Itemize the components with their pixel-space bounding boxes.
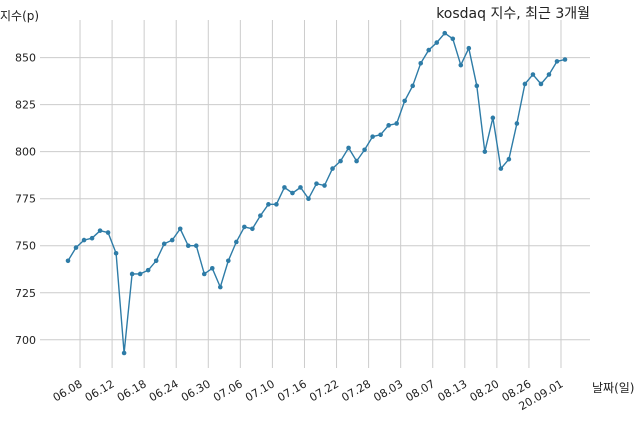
data-point (354, 158, 359, 164)
data-point (506, 156, 512, 162)
data-point (105, 230, 111, 235)
data-point (258, 213, 263, 218)
data-point (426, 47, 432, 53)
data-point (89, 235, 95, 241)
data-point (290, 190, 295, 196)
x-tick-label: 06.12 (83, 377, 117, 404)
data-point (538, 81, 544, 87)
data-point (226, 258, 231, 264)
data-point (161, 241, 167, 247)
data-point (282, 185, 287, 190)
data-point (185, 243, 191, 249)
data-point (362, 147, 367, 153)
y-tick-labels: 700 725 750 775 800 825 850 (15, 52, 36, 347)
x-tick-label: 06.18 (115, 377, 149, 404)
data-point (330, 166, 335, 171)
x-tick-label: 06.08 (51, 377, 85, 404)
y-tick-label: 825 (15, 99, 36, 112)
y-tick-label: 775 (15, 193, 36, 206)
data-point (346, 145, 351, 151)
data-point (378, 132, 383, 138)
x-tick-label: 07.28 (339, 377, 373, 404)
data-point (145, 267, 151, 273)
data-point (153, 258, 159, 264)
x-tick-label: 07.16 (275, 377, 309, 404)
data-point (482, 149, 488, 154)
data-point (298, 185, 303, 190)
data-point (394, 121, 399, 126)
x-axis-label: 날짜(일) (592, 381, 634, 395)
data-point (234, 239, 239, 245)
data-point (450, 36, 456, 42)
data-point (65, 258, 71, 264)
data-point (402, 98, 407, 104)
data-point (201, 271, 207, 277)
x-tick-label: 08.20 (468, 377, 502, 404)
y-tick-label: 700 (15, 334, 36, 347)
data-point (442, 30, 448, 36)
data-point (209, 266, 215, 271)
data-point (418, 60, 424, 66)
data-point (338, 158, 343, 164)
data-point (474, 83, 480, 89)
data-point (169, 237, 175, 243)
data-point (306, 196, 311, 202)
data-point (73, 245, 79, 250)
data-point (546, 72, 552, 77)
x-tick-labels: 06.0806.1206.1806.2406.3007.0607.1007.16… (51, 377, 566, 413)
y-tick-label: 725 (15, 287, 36, 300)
data-point (490, 115, 496, 121)
data-point (193, 243, 199, 249)
data-point (554, 59, 560, 64)
data-point (562, 57, 568, 62)
data-point (514, 121, 520, 126)
data-point (121, 350, 127, 356)
series-line (67, 32, 566, 354)
data-point (498, 166, 504, 171)
x-tick-label: 08.07 (403, 377, 437, 404)
x-tick-label: 07.06 (211, 377, 245, 404)
data-point (250, 226, 255, 232)
data-point (530, 72, 536, 77)
x-tick-label: 06.24 (147, 377, 181, 404)
data-point (314, 181, 319, 186)
x-tick-label: 08.13 (436, 377, 470, 404)
x-tick-label: 08.03 (371, 377, 405, 404)
data-point (386, 123, 391, 128)
data-point (242, 224, 247, 230)
chart-title: kosdaq 지수, 최근 3개월 (436, 6, 590, 22)
x-tick-label: 06.30 (179, 377, 213, 404)
x-tick-label: 07.22 (307, 377, 341, 404)
data-point (434, 40, 440, 45)
y-axis-label: 지수(p) (0, 9, 39, 23)
series-points-layer (65, 30, 568, 356)
data-point (458, 62, 464, 68)
y-tick-label: 850 (15, 52, 36, 65)
data-point (466, 45, 472, 51)
series-line-layer (67, 32, 566, 354)
y-tick-label: 800 (15, 146, 36, 159)
data-point (218, 284, 223, 290)
data-point (129, 271, 135, 277)
data-point (322, 183, 327, 188)
data-point (274, 202, 279, 207)
data-point (370, 134, 375, 139)
data-point (266, 202, 271, 207)
data-point (177, 226, 183, 232)
data-point (113, 250, 119, 256)
data-point (410, 83, 415, 89)
grid-layer (40, 20, 590, 368)
data-point (97, 228, 103, 233)
data-point (522, 81, 528, 87)
data-point (81, 237, 87, 243)
y-tick-label: 750 (15, 240, 36, 253)
data-point (137, 271, 143, 277)
x-tick-label: 07.10 (243, 377, 277, 404)
